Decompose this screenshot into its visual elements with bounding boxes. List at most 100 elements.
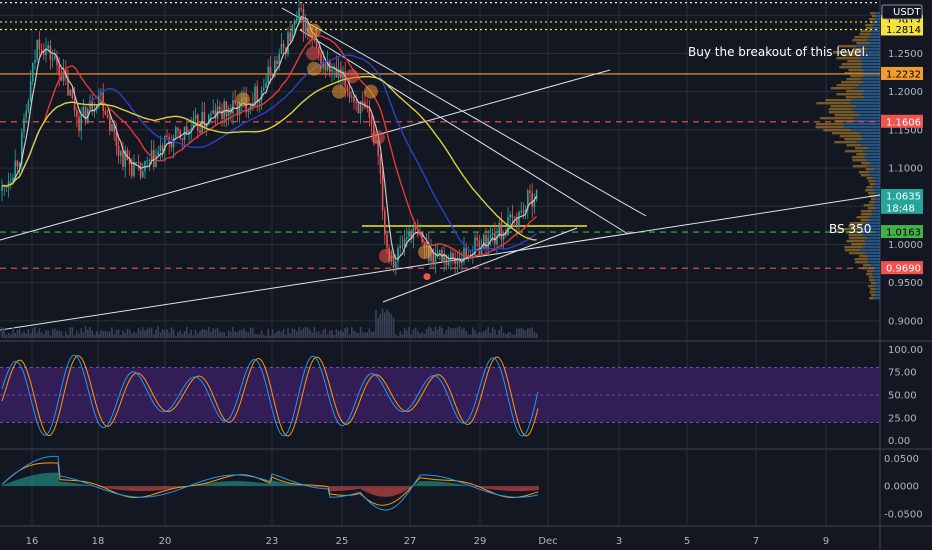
macd-histogram-bar	[317, 486, 319, 487]
macd-histogram-bar	[423, 481, 425, 487]
macd-histogram-bar	[387, 486, 389, 497]
candle-body	[348, 91, 351, 98]
price-tag	[881, 225, 923, 239]
volume-profile-bar	[865, 243, 880, 246]
volume-profile-bar	[851, 99, 880, 102]
ma-yellow-line	[1, 75, 537, 241]
price-tag-label: 18:48	[886, 203, 915, 214]
volume-bar	[164, 330, 166, 338]
macd-histogram-bar	[277, 481, 279, 487]
volume-bar	[368, 328, 371, 338]
volume-bar	[381, 308, 384, 338]
price-tick-label: 1.0000	[888, 240, 923, 251]
price-tag	[881, 200, 923, 214]
candle-body	[425, 241, 428, 248]
volume-bar	[443, 334, 445, 338]
volume-bar	[197, 333, 199, 338]
volume-bar	[256, 334, 258, 338]
signal-circle	[345, 69, 359, 84]
volume-profile-bar	[861, 162, 870, 165]
candle-body	[304, 21, 307, 34]
volume-bar	[500, 326, 503, 338]
volume-bar	[60, 331, 63, 338]
volume-profile-bar	[865, 252, 880, 255]
macd-tick-label: 0.0500	[884, 454, 919, 465]
candle-body	[384, 210, 386, 235]
volume-bar	[489, 333, 492, 338]
macd-histogram-bar	[319, 486, 321, 488]
macd-histogram-bar	[333, 486, 335, 492]
volume-bar	[210, 331, 212, 338]
macd-histogram-bar	[253, 482, 255, 487]
volume-profile-bar	[852, 39, 867, 42]
volume-bar	[280, 331, 283, 338]
volume-profile-bar	[866, 153, 880, 156]
macd-histogram-bar	[251, 481, 253, 487]
volume-bar	[100, 330, 102, 338]
macd-histogram-bar	[107, 486, 109, 489]
volume-bar	[498, 330, 500, 338]
volume-bar	[236, 332, 239, 338]
volume-profile-bar	[860, 135, 880, 138]
candle-body	[172, 137, 175, 148]
volume-bar	[155, 329, 157, 338]
volume-profile-bar	[868, 255, 880, 258]
volume-bar	[84, 326, 87, 338]
volume-bar	[32, 328, 34, 338]
candle-body	[80, 115, 82, 131]
volume-bar	[153, 334, 155, 338]
macd-histogram-bar	[297, 484, 299, 487]
macd-histogram-bar	[17, 479, 19, 487]
horizontal-levels	[0, 2, 880, 269]
volume-profile-bar	[854, 147, 869, 150]
price-tag	[881, 114, 923, 128]
macd-histogram-bar	[537, 486, 539, 491]
volume-bar	[170, 327, 173, 338]
time-tick-label: 20	[159, 536, 172, 547]
candle-body	[487, 237, 489, 250]
volume-bar	[109, 331, 111, 338]
currency-badge[interactable]: USDT	[881, 4, 923, 20]
volume-bar	[232, 326, 234, 338]
candle-body	[210, 113, 212, 115]
volume-bar	[1, 327, 3, 338]
volume-bar	[7, 332, 10, 338]
macd-histogram-bar	[455, 483, 457, 487]
volume-profile-bar	[849, 252, 866, 255]
volume-bar	[434, 326, 437, 338]
candle-body	[221, 109, 223, 119]
volume-bar	[27, 329, 30, 338]
candle-body	[40, 49, 43, 53]
volume-profile-bar	[866, 27, 873, 30]
volume-bar	[117, 329, 120, 338]
candle-body	[137, 162, 140, 163]
volume-profile-bar	[865, 168, 874, 171]
volume-profile-bar	[875, 198, 880, 201]
candle-body	[256, 86, 258, 103]
volume-bar	[452, 327, 454, 338]
macd-histogram-bar	[55, 472, 57, 487]
macd-histogram-bar	[255, 482, 257, 487]
volume-bar	[241, 329, 243, 338]
macd-histogram-bar	[123, 486, 125, 491]
volume-profile-bar	[834, 114, 860, 117]
macd-histogram-bar	[425, 481, 427, 487]
macd-histogram-bar	[279, 481, 281, 487]
volume-profile-bar	[859, 51, 880, 54]
volume-bar	[56, 330, 58, 338]
time-axis[interactable]: 16 18 20 23 25 27 29 Dec 3 5 7 9	[26, 536, 830, 547]
macd-histogram-bar	[137, 486, 139, 492]
volume-profile-bar	[868, 285, 874, 288]
trend-lines[interactable]	[0, 7, 881, 331]
candle-body	[410, 231, 412, 240]
volume-bar	[87, 329, 89, 338]
volume-bar	[417, 331, 419, 338]
candle-body	[62, 69, 65, 81]
macd-histogram-bar	[295, 484, 297, 487]
candle-body	[263, 87, 265, 91]
candle-body	[177, 127, 179, 131]
macd-histogram-bar	[7, 483, 9, 487]
macd-histogram-bar	[321, 486, 323, 488]
candle-body	[408, 231, 410, 237]
